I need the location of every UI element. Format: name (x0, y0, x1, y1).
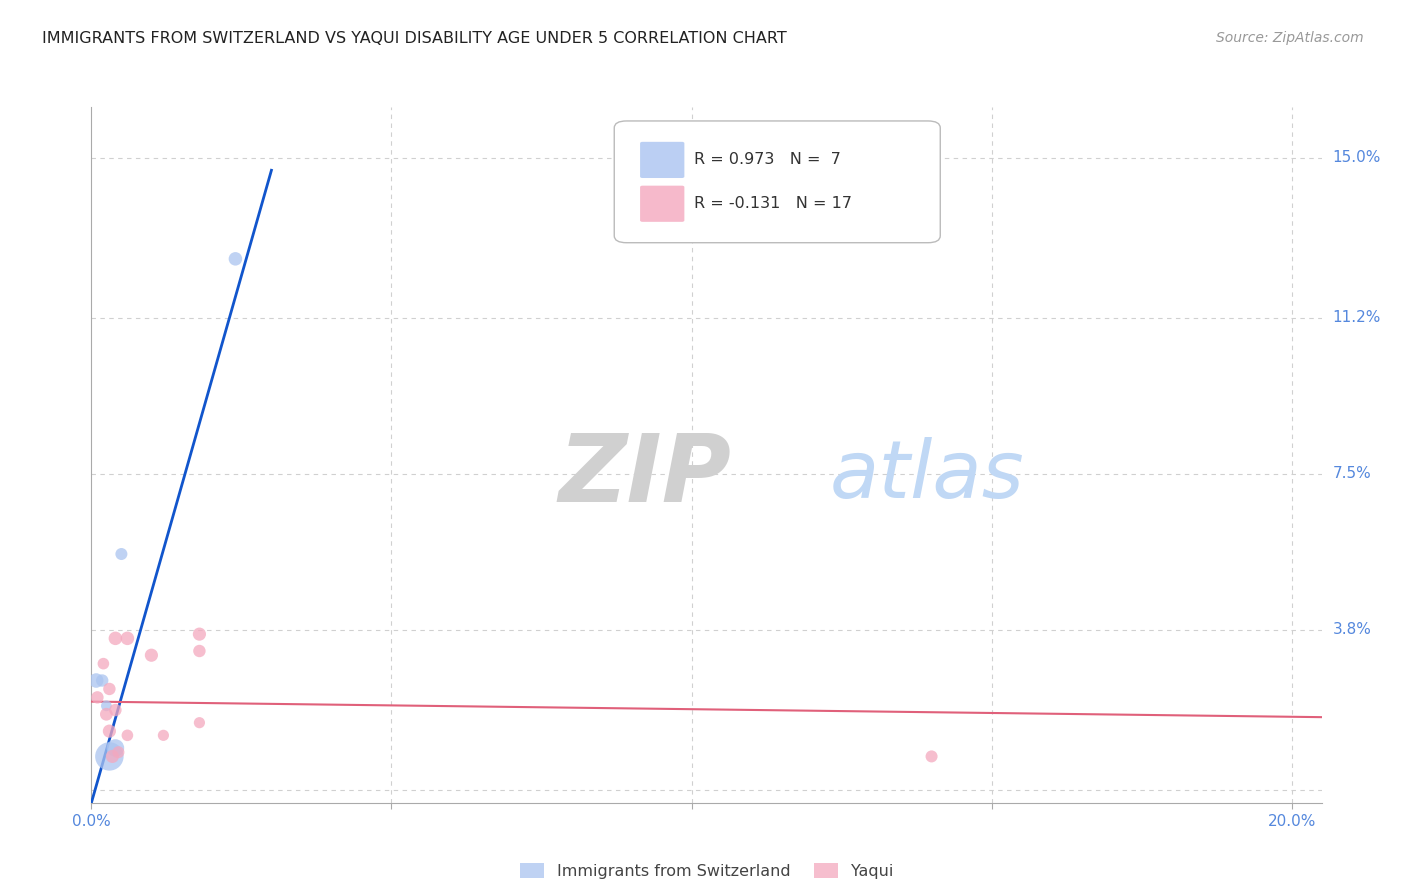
Text: R = 0.973   N =  7: R = 0.973 N = 7 (695, 153, 841, 168)
Point (110, 547, 132, 561)
Text: 7.5%: 7.5% (1333, 467, 1371, 482)
Point (96, 707, 118, 722)
Text: Source: ZipAtlas.com: Source: ZipAtlas.com (1216, 31, 1364, 45)
Point (921, 749, 943, 764)
Point (91, 673, 114, 688)
Point (188, 644, 211, 658)
Point (104, 741, 127, 756)
Point (98, 724, 121, 739)
FancyBboxPatch shape (640, 142, 685, 178)
Legend: Immigrants from Switzerland, Yaqui: Immigrants from Switzerland, Yaqui (513, 857, 900, 885)
Point (117, 728, 139, 742)
Text: 15.0%: 15.0% (1333, 150, 1381, 165)
Point (107, 745, 129, 759)
Text: IMMIGRANTS FROM SWITZERLAND VS YAQUI DISABILITY AGE UNDER 5 CORRELATION CHART: IMMIGRANTS FROM SWITZERLAND VS YAQUI DIS… (42, 31, 787, 46)
Point (101, 749, 124, 764)
FancyBboxPatch shape (614, 121, 941, 243)
Point (141, 648, 163, 663)
Point (188, 627, 211, 641)
Point (93, 657, 115, 671)
Text: 11.2%: 11.2% (1333, 310, 1381, 326)
Point (98, 681, 121, 696)
Point (117, 632, 139, 646)
Point (84, 673, 107, 688)
Point (104, 632, 127, 646)
Point (224, 252, 246, 266)
Text: R = -0.131   N = 17: R = -0.131 N = 17 (695, 196, 852, 211)
Text: atlas: atlas (830, 437, 1025, 515)
Point (98, 749, 121, 764)
Point (86, 690, 108, 705)
Text: ZIP: ZIP (558, 430, 731, 522)
Point (152, 728, 174, 742)
Point (96, 698, 118, 713)
Text: 3.8%: 3.8% (1333, 623, 1372, 638)
Point (104, 703, 127, 717)
FancyBboxPatch shape (640, 186, 685, 222)
Point (188, 715, 211, 730)
